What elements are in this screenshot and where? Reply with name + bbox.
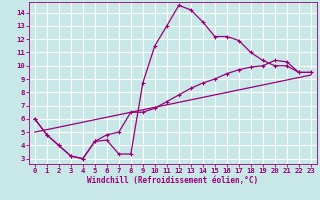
- X-axis label: Windchill (Refroidissement éolien,°C): Windchill (Refroidissement éolien,°C): [87, 176, 258, 185]
